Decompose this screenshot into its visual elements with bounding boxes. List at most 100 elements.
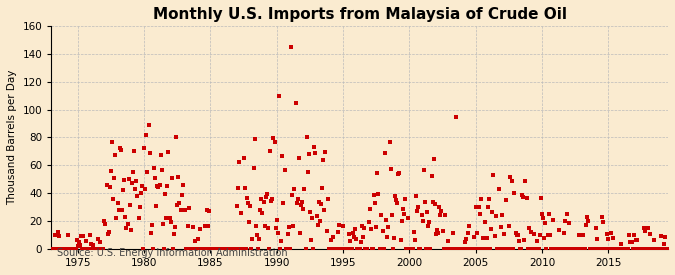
Point	[193, 237, 204, 241]
Point	[188, 225, 198, 229]
Point	[184, 205, 195, 210]
Point	[594, 247, 605, 251]
Point	[82, 247, 93, 251]
Point	[659, 235, 670, 240]
Point	[356, 224, 367, 229]
Point	[186, 247, 197, 251]
Point	[266, 199, 277, 203]
Point	[624, 232, 634, 237]
Point	[382, 234, 393, 239]
Point	[636, 247, 647, 251]
Point	[483, 197, 494, 201]
Point	[644, 247, 655, 251]
Point	[185, 247, 196, 251]
Point	[72, 238, 82, 243]
Point	[133, 216, 144, 220]
Point	[560, 218, 570, 223]
Point	[417, 219, 428, 224]
Point	[103, 229, 114, 234]
Point	[556, 247, 566, 251]
Point	[84, 247, 95, 251]
Point	[174, 201, 185, 205]
Point	[489, 234, 500, 238]
Point	[317, 186, 327, 190]
Point	[571, 247, 582, 251]
Point	[630, 238, 641, 243]
Point	[375, 212, 386, 217]
Point	[130, 187, 140, 191]
Point	[160, 192, 171, 197]
Point	[190, 247, 201, 251]
Point	[429, 202, 440, 206]
Point	[632, 247, 643, 251]
Point	[225, 247, 236, 251]
Point	[343, 232, 354, 236]
Point	[615, 242, 626, 246]
Point	[102, 232, 113, 236]
Point	[634, 247, 645, 251]
Point	[647, 247, 658, 251]
Point	[662, 247, 672, 251]
Point	[381, 218, 392, 222]
Point	[221, 247, 232, 251]
Point	[328, 235, 339, 240]
Point	[416, 213, 427, 217]
Point	[72, 244, 83, 248]
Point	[302, 170, 313, 174]
Point	[462, 247, 472, 251]
Point	[209, 247, 220, 251]
Point	[618, 247, 629, 251]
Point	[474, 205, 485, 209]
Point	[346, 247, 357, 251]
Point	[87, 247, 98, 251]
Point	[101, 183, 112, 187]
Point	[365, 227, 376, 231]
Point	[166, 176, 177, 180]
Point	[306, 216, 317, 221]
Point	[643, 226, 653, 231]
Point	[93, 247, 104, 251]
Point	[313, 200, 324, 204]
Point	[538, 215, 549, 220]
Point	[623, 247, 634, 251]
Point	[410, 237, 421, 242]
Point	[249, 137, 260, 141]
Point	[117, 208, 128, 213]
Point	[554, 228, 564, 232]
Point	[247, 237, 258, 241]
Point	[176, 193, 187, 198]
Point	[86, 242, 97, 246]
Point	[466, 247, 477, 251]
Point	[263, 226, 273, 230]
Point	[330, 247, 341, 251]
Point	[528, 247, 539, 251]
Point	[121, 226, 132, 230]
Point	[398, 207, 408, 212]
Point	[90, 247, 101, 251]
Point	[364, 207, 375, 211]
Point	[301, 135, 312, 140]
Point	[99, 219, 110, 223]
Point	[547, 247, 558, 251]
Point	[308, 247, 319, 251]
Point	[459, 239, 470, 244]
Point	[63, 233, 74, 237]
Point	[559, 231, 570, 236]
Point	[164, 215, 175, 220]
Point	[483, 205, 493, 209]
Point	[321, 229, 332, 233]
Point	[550, 247, 561, 251]
Point	[487, 209, 497, 214]
Point	[526, 247, 537, 251]
Point	[575, 247, 586, 251]
Point	[95, 240, 105, 245]
Point	[258, 199, 269, 204]
Point	[290, 100, 301, 105]
Point	[460, 237, 471, 241]
Point	[188, 247, 199, 251]
Point	[252, 233, 263, 238]
Point	[246, 247, 256, 251]
Point	[663, 247, 674, 251]
Point	[98, 247, 109, 251]
Point	[157, 167, 167, 172]
